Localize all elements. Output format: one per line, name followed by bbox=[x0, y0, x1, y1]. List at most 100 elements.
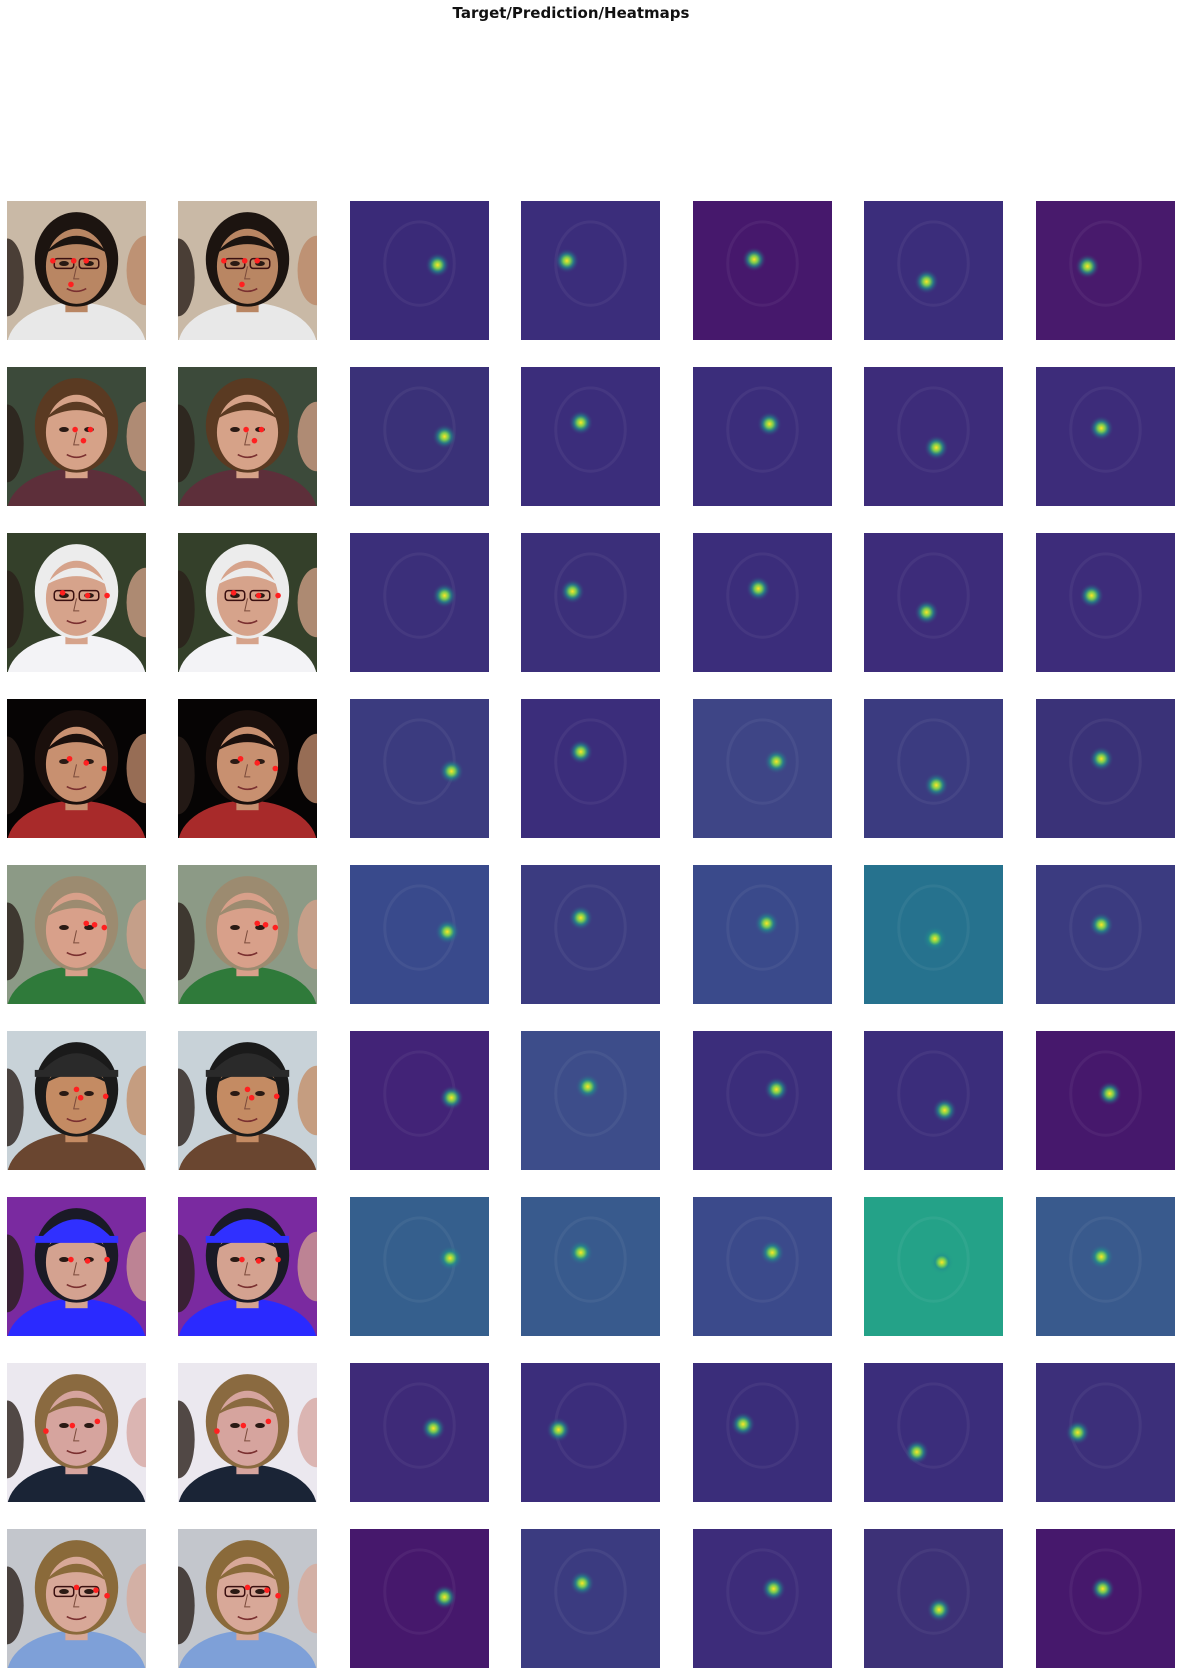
heatmap-peak bbox=[923, 772, 949, 798]
heatmap-peak bbox=[754, 910, 780, 936]
keypoint-marker bbox=[83, 760, 90, 766]
face-photo-woman-brown-hair-necklace bbox=[178, 367, 317, 506]
heatmap-2 bbox=[521, 865, 660, 1004]
heatmap-5 bbox=[1036, 533, 1175, 672]
heatmap-peak bbox=[1074, 253, 1100, 279]
heatmap-2 bbox=[521, 201, 660, 340]
heatmap-peak bbox=[1065, 1419, 1091, 1446]
face-photo-man-glasses-smiling-white-shirt bbox=[7, 201, 146, 340]
prediction-image bbox=[178, 699, 317, 838]
keypoint-marker bbox=[272, 924, 279, 931]
heatmap-1 bbox=[350, 533, 489, 672]
heatmap-image bbox=[350, 1363, 489, 1502]
heatmap-peak bbox=[763, 1076, 789, 1102]
heatmap-1 bbox=[350, 699, 489, 838]
heatmap-image bbox=[864, 1529, 1003, 1668]
heatmap-5 bbox=[1036, 1197, 1175, 1336]
keypoint-marker bbox=[214, 1428, 220, 1434]
heatmap-3 bbox=[693, 533, 832, 672]
heatmap-peak bbox=[559, 578, 585, 604]
keypoint-marker bbox=[83, 920, 90, 927]
heatmap-image bbox=[693, 367, 832, 506]
heatmap-3 bbox=[693, 1529, 832, 1668]
face-photo-man-black-cap-trees bbox=[178, 1031, 317, 1170]
heatmap-image bbox=[693, 201, 832, 340]
heatmap-image bbox=[1036, 865, 1175, 1004]
face-photo-woman-black-hair-dark-background bbox=[178, 699, 317, 838]
target-image bbox=[7, 533, 146, 672]
figure-title: Target/Prediction/Heatmaps bbox=[452, 4, 690, 22]
heatmap-peak bbox=[914, 599, 940, 625]
target-image bbox=[7, 1363, 146, 1502]
heatmap-image bbox=[693, 1529, 832, 1668]
heatmap-image bbox=[864, 1363, 1003, 1502]
face-photo-graduate-blue-cap-crowd bbox=[178, 1197, 317, 1336]
face-photo-balding-man-crowd-green-shirt bbox=[7, 865, 146, 1004]
heatmap-5 bbox=[1036, 865, 1175, 1004]
keypoint-marker bbox=[68, 1256, 74, 1263]
keypoint-marker bbox=[72, 426, 78, 433]
keypoint-marker bbox=[73, 1584, 80, 1591]
keypoint-marker bbox=[84, 1258, 91, 1264]
target-image bbox=[7, 1031, 146, 1170]
keypoint-marker bbox=[77, 1094, 84, 1101]
keypoint-marker bbox=[254, 920, 261, 927]
heatmap-4 bbox=[864, 1197, 1003, 1336]
heatmap-2 bbox=[521, 367, 660, 506]
keypoint-marker bbox=[264, 1587, 270, 1593]
heatmap-image bbox=[521, 1031, 660, 1170]
keypoint-marker bbox=[240, 1422, 247, 1429]
prediction-image bbox=[178, 1363, 317, 1502]
prediction-image bbox=[178, 533, 317, 672]
heatmap-2 bbox=[521, 1031, 660, 1170]
face-photo-woman-brown-hair-necklace bbox=[7, 367, 146, 506]
heatmap-peak bbox=[922, 926, 948, 952]
heatmap-3 bbox=[693, 201, 832, 340]
heatmap-peak bbox=[926, 1597, 952, 1623]
heatmap-peak bbox=[1090, 1576, 1116, 1602]
heatmap-peak bbox=[432, 423, 458, 450]
heatmap-image bbox=[1036, 1363, 1175, 1502]
heatmap-image bbox=[521, 865, 660, 1004]
heatmap-3 bbox=[693, 865, 832, 1004]
heatmap-peak bbox=[759, 1240, 785, 1266]
heatmap-2 bbox=[521, 1363, 660, 1502]
heatmap-image bbox=[1036, 699, 1175, 838]
heatmap-peak bbox=[745, 576, 771, 602]
heatmap-peak bbox=[554, 248, 580, 274]
heatmap-image bbox=[864, 1031, 1003, 1170]
heatmap-1 bbox=[350, 1529, 489, 1668]
heatmap-peak bbox=[1079, 583, 1105, 609]
heatmap-5 bbox=[1036, 201, 1175, 340]
heatmap-image bbox=[1036, 201, 1175, 340]
keypoint-marker bbox=[102, 1093, 109, 1100]
prediction-image bbox=[178, 1031, 317, 1170]
heatmap-peak bbox=[932, 1097, 958, 1123]
heatmap-peak bbox=[1088, 1244, 1114, 1270]
heatmap-1 bbox=[350, 201, 489, 340]
heatmap-4 bbox=[864, 201, 1003, 340]
keypoint-marker bbox=[237, 755, 244, 762]
heatmap-5 bbox=[1036, 1529, 1175, 1668]
heatmap-peak bbox=[763, 749, 789, 775]
heatmap-image bbox=[521, 533, 660, 672]
heatmap-peak bbox=[761, 1576, 787, 1602]
keypoint-marker bbox=[230, 589, 237, 596]
heatmap-1 bbox=[350, 1197, 489, 1336]
target-image bbox=[7, 1529, 146, 1668]
heatmap-image bbox=[521, 1363, 660, 1502]
heatmap-3 bbox=[693, 699, 832, 838]
heatmap-peak bbox=[546, 1417, 572, 1443]
keypoint-marker bbox=[262, 921, 269, 928]
face-photo-man-tilted-head-bright-background bbox=[178, 1363, 317, 1502]
heatmap-peak bbox=[741, 246, 767, 272]
heatmap-2 bbox=[521, 1197, 660, 1336]
keypoint-marker bbox=[73, 1086, 80, 1093]
keypoint-marker bbox=[248, 1094, 255, 1101]
face-photo-older-woman-white-hair bbox=[178, 533, 317, 672]
keypoint-marker bbox=[272, 765, 279, 772]
heatmap-2 bbox=[521, 699, 660, 838]
heatmap-peak bbox=[568, 905, 594, 931]
keypoint-marker bbox=[87, 426, 94, 433]
